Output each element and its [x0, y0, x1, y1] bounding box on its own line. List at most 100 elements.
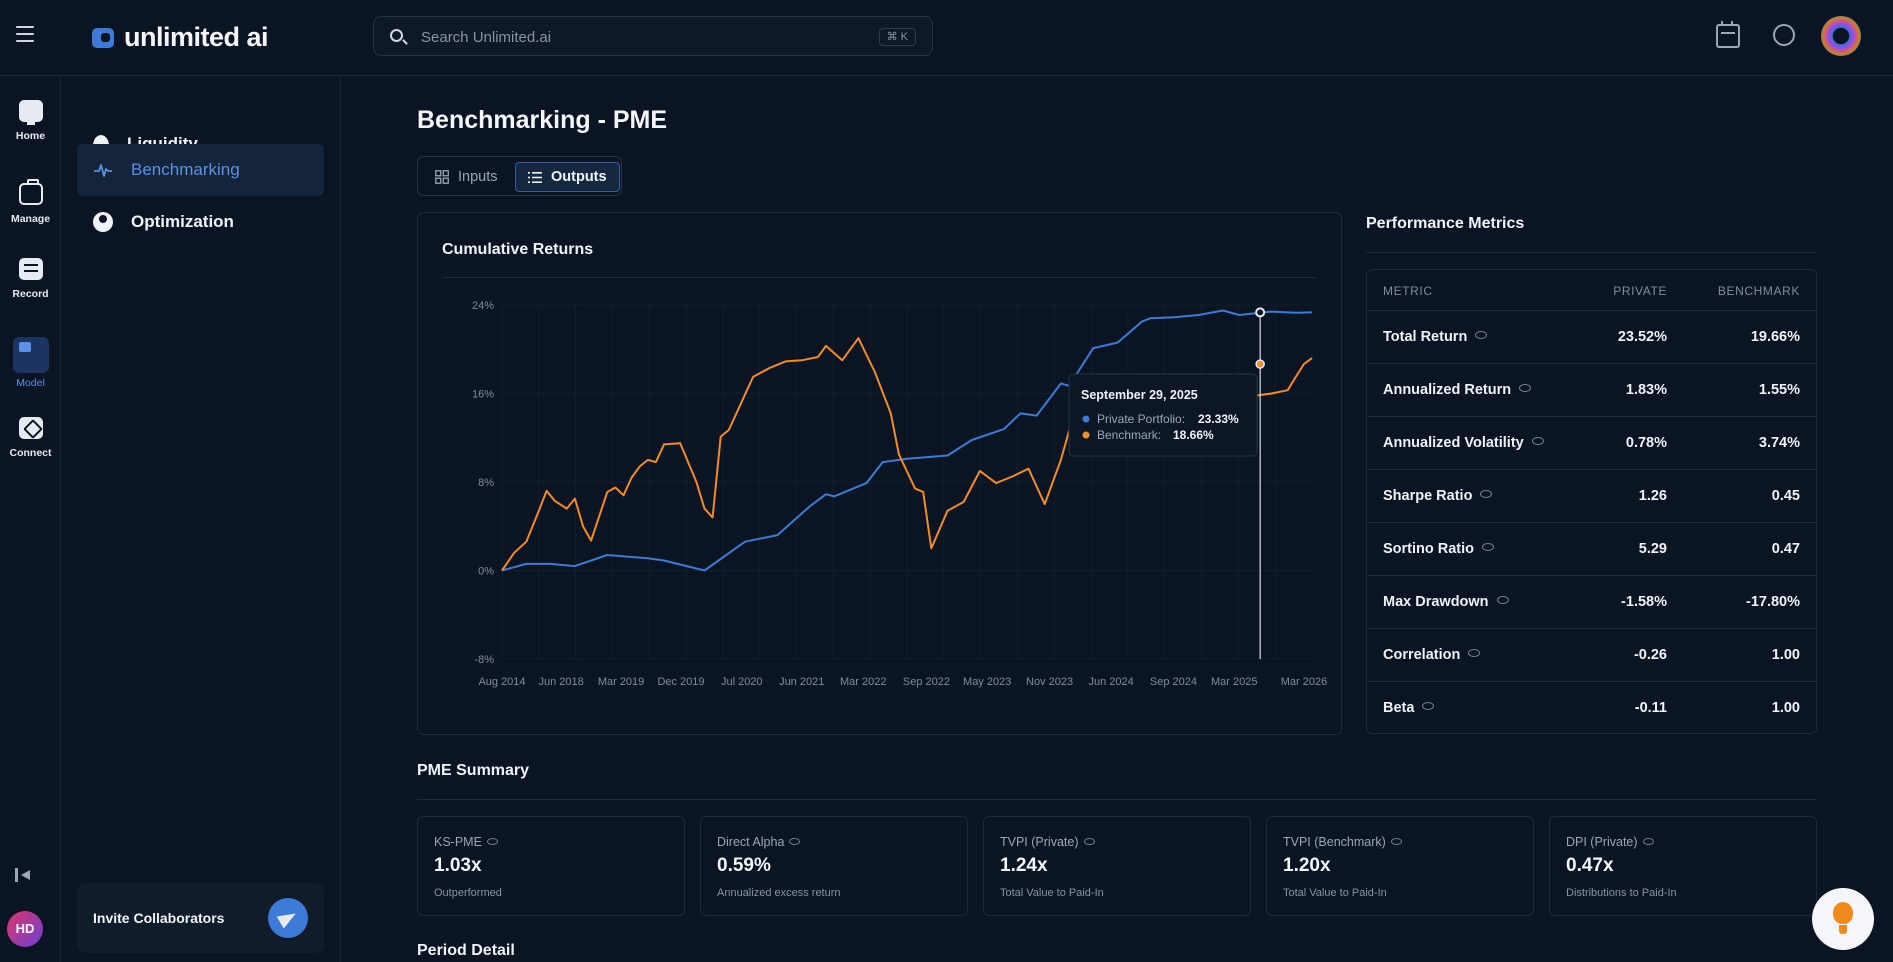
search-input[interactable] — [421, 26, 841, 48]
page-title: Benchmarking - PME — [417, 106, 668, 134]
tab-outputs[interactable]: Outputs — [515, 162, 620, 192]
tooltip-series-label: Private Portfolio: — [1097, 412, 1185, 426]
y-tick-label: 8% — [478, 477, 494, 489]
pme-card-subtitle: Distributions to Paid-In — [1566, 887, 1677, 899]
eye-icon[interactable] — [1482, 543, 1495, 552]
pme-card-label: Direct Alpha — [717, 835, 801, 849]
calendar-icon[interactable] — [1716, 21, 1740, 48]
column-header-private: PRIVATE — [1613, 284, 1667, 298]
metric-name: Sortino Ratio — [1383, 541, 1495, 557]
eye-icon[interactable] — [789, 838, 801, 846]
pulse-icon — [94, 164, 112, 177]
y-tick-label: 24% — [472, 300, 494, 312]
search-bar[interactable]: ⌘ K — [373, 16, 933, 56]
eye-icon[interactable] — [1475, 331, 1488, 340]
logo[interactable]: unlimited ai — [92, 22, 269, 53]
x-tick-label: Sep 2024 — [1150, 676, 1197, 688]
pme-label-text: DPI (Private) — [1566, 835, 1638, 849]
rail-item-record[interactable]: Record — [0, 258, 61, 300]
pme-card: DPI (Private) 0.47x Distributions to Paid-… — [1549, 816, 1817, 916]
pme-card-subtitle: Total Value to Paid-In — [1283, 887, 1387, 899]
eye-icon[interactable] — [1422, 702, 1435, 711]
pme-card-value: 0.47x — [1566, 855, 1614, 876]
rail-label: Manage — [10, 213, 51, 225]
avatar[interactable]: HD — [7, 911, 43, 947]
metric-private-value: 5.29 — [1638, 541, 1667, 557]
metric-row: Annualized Volatility 0.78% 3.74% — [1367, 416, 1816, 469]
metric-private-value: -0.26 — [1633, 647, 1667, 663]
metric-label: Beta — [1383, 700, 1415, 716]
metric-private-value: -1.58% — [1621, 594, 1667, 610]
metric-benchmark-value: 0.45 — [1771, 488, 1800, 504]
metric-private-value: -0.11 — [1634, 700, 1667, 716]
rail-label: Model — [16, 377, 45, 389]
metric-benchmark-value: 3.74% — [1758, 435, 1800, 451]
metric-label: Correlation — [1383, 647, 1461, 663]
pme-summary-title: PME Summary — [417, 762, 530, 779]
eye-icon[interactable] — [486, 838, 498, 846]
x-tick-label: Jun 2021 — [779, 676, 824, 688]
eye-icon[interactable] — [1480, 490, 1493, 499]
private-portfolio-line — [501, 309, 1313, 572]
top-bar: unlimited ai ⌘ K — [0, 0, 1893, 76]
metric-label: Max Drawdown — [1383, 594, 1489, 610]
metric-name: Annualized Volatility — [1383, 435, 1544, 451]
rail-item-connect[interactable]: Connect — [0, 417, 61, 459]
x-tick-label: Mar 2025 — [1211, 676, 1257, 688]
tooltip-series-dot — [1082, 431, 1090, 439]
rail-item-manage[interactable]: Manage — [0, 179, 61, 225]
metric-private-value: 1.26 — [1638, 488, 1667, 504]
metric-name: Max Drawdown — [1383, 594, 1509, 610]
eye-icon[interactable] — [1496, 596, 1509, 605]
telescope-icon — [12, 337, 49, 373]
rail-item-model[interactable]: Model — [0, 337, 61, 389]
subnav-item-optimization[interactable]: Optimization — [77, 196, 324, 248]
pme-card-subtitle: Annualized excess return — [717, 887, 841, 899]
pme-card-label: DPI (Private) — [1566, 835, 1654, 849]
logo-mark-icon — [92, 27, 114, 48]
connect-icon — [18, 417, 43, 439]
sub-nav: Liquidity Benchmarking Optimization Invi… — [61, 76, 341, 962]
divider — [1366, 252, 1817, 253]
tooltip-series-value: 18.66% — [1173, 428, 1214, 442]
eye-icon[interactable] — [1468, 649, 1481, 658]
metric-benchmark-value: 1.55% — [1758, 382, 1800, 398]
cumulative-returns-chart[interactable]: 24% 16% 8% 0% -8% Aug 2014 Jun 2018 Mar 2019 Dec… — [418, 213, 1343, 736]
pme-card-subtitle: Total Value to Paid-In — [1000, 887, 1104, 899]
pme-card: KS-PME 1.03x Outperformed — [417, 816, 685, 916]
tooltip-series-dot — [1082, 415, 1090, 423]
tab-label: Inputs — [458, 169, 498, 185]
metric-benchmark-value: 1.00 — [1771, 647, 1800, 663]
chat-icon[interactable] — [1773, 24, 1795, 46]
rail-item-home[interactable]: Home — [0, 100, 61, 142]
pme-label-text: Direct Alpha — [717, 835, 785, 849]
collapse-sidebar-icon[interactable] — [15, 868, 33, 882]
metric-label: Sortino Ratio — [1383, 541, 1475, 557]
pme-card-value: 1.20x — [1283, 855, 1331, 876]
eye-icon[interactable] — [1519, 384, 1532, 393]
eye-icon[interactable] — [1083, 838, 1095, 846]
tab-bar: Inputs Outputs — [417, 156, 622, 196]
assistant-orb-icon[interactable] — [1821, 16, 1861, 56]
subnav-item-benchmarking[interactable]: Benchmarking — [77, 144, 324, 196]
tab-inputs[interactable]: Inputs — [423, 162, 510, 192]
menu-icon[interactable] — [16, 26, 34, 42]
tooltip-box — [1068, 373, 1258, 457]
send-invite-button[interactable] — [268, 898, 308, 938]
eye-icon[interactable] — [1531, 437, 1544, 446]
pme-card-subtitle: Outperformed — [434, 887, 502, 899]
x-tick-label: Aug 2014 — [478, 676, 525, 688]
tooltip-series-value: 23.33% — [1198, 412, 1239, 426]
lightbulb-help-button[interactable] — [1812, 888, 1874, 950]
eye-icon[interactable] — [1642, 838, 1654, 846]
pme-card: Direct Alpha 0.59% Annualized excess retur… — [700, 816, 968, 916]
metric-name: Annualized Return — [1383, 382, 1532, 398]
metric-benchmark-value: 1.00 — [1771, 700, 1800, 716]
sliders-icon — [18, 258, 43, 280]
metric-name: Beta — [1383, 700, 1435, 716]
metric-name: Sharpe Ratio — [1383, 488, 1493, 504]
y-tick-label: -8% — [474, 654, 494, 666]
icon-rail: Home Manage Record Model Connect — [0, 76, 61, 962]
metric-private-value: 1.83% — [1625, 382, 1667, 398]
eye-icon[interactable] — [1390, 838, 1402, 846]
